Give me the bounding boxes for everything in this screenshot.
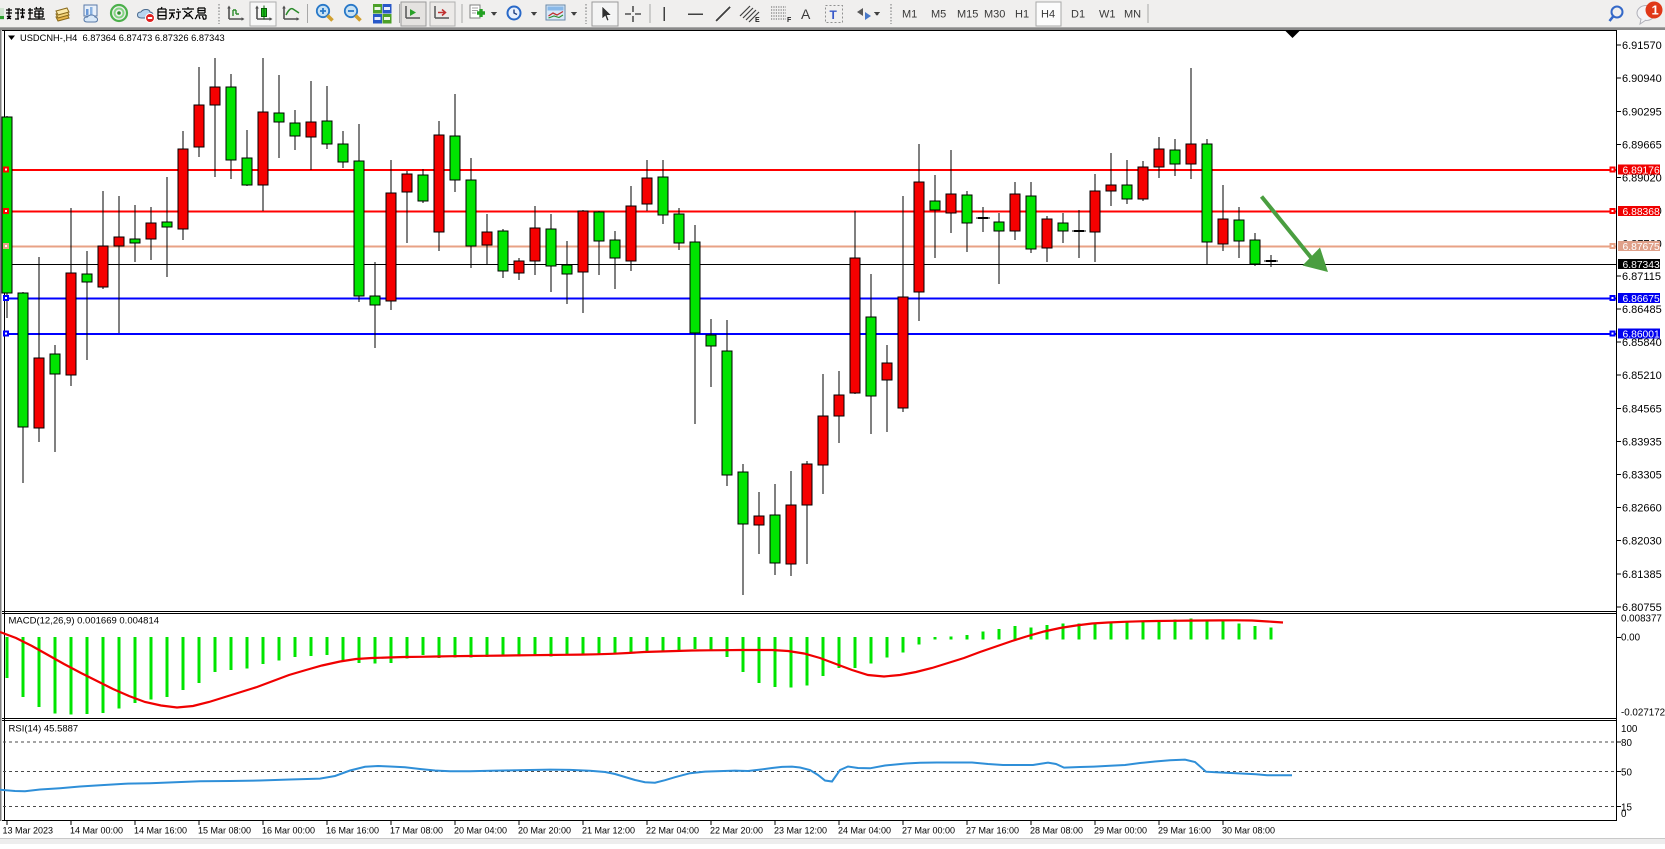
svg-text:24 Mar 04:00: 24 Mar 04:00 <box>838 826 891 836</box>
svg-text:D1: D1 <box>1071 9 1085 21</box>
svg-text:6.82030: 6.82030 <box>1622 536 1662 548</box>
svg-text:29 Mar 16:00: 29 Mar 16:00 <box>1158 826 1211 836</box>
svg-text:6.88368: 6.88368 <box>1623 207 1660 218</box>
svg-text:6.83305: 6.83305 <box>1622 470 1662 482</box>
svg-text:6.89020: 6.89020 <box>1622 173 1662 185</box>
svg-text:100: 100 <box>1621 724 1638 735</box>
svg-text:6.84565: 6.84565 <box>1622 403 1662 415</box>
svg-text:6.86485: 6.86485 <box>1622 304 1662 316</box>
svg-text:50: 50 <box>1621 767 1632 778</box>
svg-text:6.87343: 6.87343 <box>1623 260 1660 271</box>
svg-text:M5: M5 <box>931 9 946 21</box>
svg-text:6.87675: 6.87675 <box>1623 242 1660 253</box>
svg-text:M1: M1 <box>902 9 917 21</box>
svg-text:16 Mar 00:00: 16 Mar 00:00 <box>262 826 315 836</box>
svg-text:15 Mar 08:00: 15 Mar 08:00 <box>198 826 251 836</box>
svg-text:30 Mar 08:00: 30 Mar 08:00 <box>1222 826 1275 836</box>
svg-text:-0.027172: -0.027172 <box>1621 708 1665 719</box>
svg-text:0.00: 0.00 <box>1621 633 1641 644</box>
svg-text:27 Mar 00:00: 27 Mar 00:00 <box>902 826 955 836</box>
svg-text:6.85840: 6.85840 <box>1622 337 1662 349</box>
svg-text:6.86675: 6.86675 <box>1623 294 1660 305</box>
svg-text:6.87115: 6.87115 <box>1622 271 1661 283</box>
svg-text:A: A <box>801 6 811 22</box>
svg-text:0.008377: 0.008377 <box>1621 614 1662 625</box>
svg-text:MACD(12,26,9) 0.001669 0.00481: MACD(12,26,9) 0.001669 0.004814 <box>9 616 160 627</box>
svg-text:27 Mar 16:00: 27 Mar 16:00 <box>966 826 1019 836</box>
svg-text:6.86001: 6.86001 <box>1623 329 1660 340</box>
svg-text:15: 15 <box>1621 803 1632 814</box>
svg-text:23 Mar 12:00: 23 Mar 12:00 <box>774 826 827 836</box>
svg-text:20 Mar 20:00: 20 Mar 20:00 <box>518 826 571 836</box>
svg-text:6.81385: 6.81385 <box>1622 569 1662 581</box>
svg-text:17 Mar 08:00: 17 Mar 08:00 <box>390 826 443 836</box>
svg-text:6.90940: 6.90940 <box>1622 73 1662 85</box>
svg-text:6.85210: 6.85210 <box>1622 370 1662 382</box>
svg-text:RSI(14) 45.5887: RSI(14) 45.5887 <box>9 724 79 735</box>
svg-text:MN: MN <box>1124 9 1141 21</box>
svg-text:6.89176: 6.89176 <box>1623 166 1660 177</box>
svg-text:USDCNH-,H4 6.87364 6.87473 6.: USDCNH-,H4 6.87364 6.87473 6.87326 6.873… <box>20 33 225 43</box>
svg-text:6.80755: 6.80755 <box>1622 602 1662 614</box>
svg-text:F: F <box>787 17 792 24</box>
svg-text:H1: H1 <box>1015 9 1029 21</box>
svg-text:M15: M15 <box>957 9 978 21</box>
svg-text:T: T <box>830 8 838 22</box>
svg-text:6.89665: 6.89665 <box>1622 140 1662 152</box>
svg-text:M30: M30 <box>984 9 1005 21</box>
svg-text:6.90295: 6.90295 <box>1622 106 1662 118</box>
svg-text:14 Mar 16:00: 14 Mar 16:00 <box>134 826 187 836</box>
svg-text:6.91570: 6.91570 <box>1622 40 1662 52</box>
svg-text:W1: W1 <box>1099 9 1116 21</box>
svg-text:E: E <box>755 17 760 24</box>
svg-text:20 Mar 04:00: 20 Mar 04:00 <box>454 826 507 836</box>
svg-text:16 Mar 16:00: 16 Mar 16:00 <box>326 826 379 836</box>
svg-text:21 Mar 12:00: 21 Mar 12:00 <box>582 826 635 836</box>
svg-text:6.82660: 6.82660 <box>1622 503 1662 515</box>
svg-text:28 Mar 08:00: 28 Mar 08:00 <box>1030 826 1083 836</box>
svg-text:14 Mar 00:00: 14 Mar 00:00 <box>70 826 123 836</box>
svg-text:22 Mar 20:00: 22 Mar 20:00 <box>710 826 763 836</box>
svg-text:H4: H4 <box>1041 9 1055 21</box>
svg-text:29 Mar 00:00: 29 Mar 00:00 <box>1094 826 1147 836</box>
svg-text:13 Mar 2023: 13 Mar 2023 <box>3 826 54 836</box>
svg-text:22 Mar 04:00: 22 Mar 04:00 <box>646 826 699 836</box>
svg-text:6.83935: 6.83935 <box>1622 436 1662 448</box>
svg-text:0: 0 <box>1621 809 1627 820</box>
svg-text:1: 1 <box>1652 3 1659 18</box>
svg-text:80: 80 <box>1621 738 1632 749</box>
